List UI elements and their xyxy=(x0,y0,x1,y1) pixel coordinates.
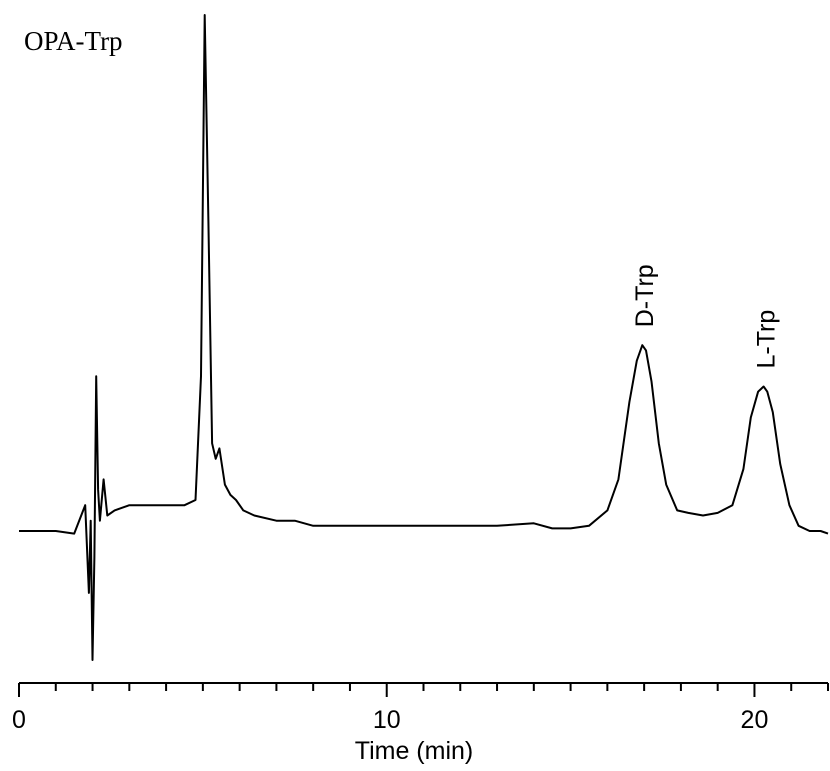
peak-label-l-trp: L-Trp xyxy=(752,310,780,369)
tick-label: 10 xyxy=(373,706,401,734)
tick-label: 20 xyxy=(741,706,769,734)
peak-label-d-trp: D-Trp xyxy=(631,264,659,327)
chromatogram-trace xyxy=(19,14,829,661)
chart-title: OPA-Trp xyxy=(24,26,123,56)
x-axis-tick-labels: 0 10 20 xyxy=(12,706,768,734)
peak-annotations: D-Trp L-Trp xyxy=(631,264,780,368)
x-axis-ticks xyxy=(18,683,829,697)
x-axis-label: Time (min) xyxy=(355,737,474,765)
tick-label: 0 xyxy=(12,706,26,734)
